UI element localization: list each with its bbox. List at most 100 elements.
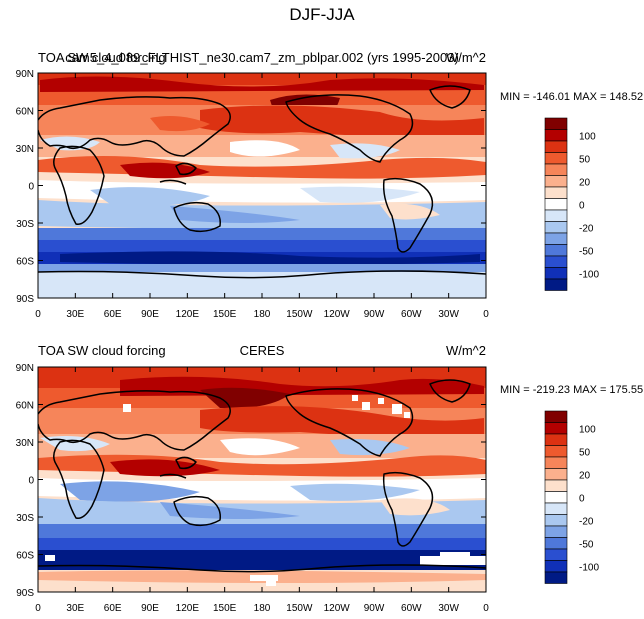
lon-tick-label: 90W bbox=[364, 309, 385, 320]
lat-tick-label: 90N bbox=[16, 363, 34, 374]
colorbar-label: 20 bbox=[579, 470, 591, 481]
lat-tick-label: 90S bbox=[16, 294, 34, 305]
colorbar-swatch bbox=[544, 152, 568, 165]
colorbar-label: -100 bbox=[579, 269, 599, 280]
colorbar-label: -100 bbox=[579, 562, 599, 573]
lon-tick-label: 150W bbox=[286, 603, 313, 614]
colorbar-swatch bbox=[544, 129, 568, 142]
lat-tick-label: 60S bbox=[16, 257, 34, 268]
colorbar-swatch bbox=[544, 502, 568, 515]
colorbar-swatch bbox=[544, 548, 568, 561]
colorbar-label: -20 bbox=[579, 223, 594, 234]
colorbar-swatch bbox=[544, 278, 568, 291]
panel-model-center-title: cam5_4_089_FLTHIST_ne30.cam7_zm_pblpar.0… bbox=[65, 50, 459, 65]
colorbar-swatch bbox=[544, 163, 568, 176]
panel-obs: TOA SW cloud forcing CERES W/m^2 bbox=[16, 343, 643, 614]
colorbar-label: 0 bbox=[579, 200, 585, 211]
lat-tick-label: 30N bbox=[16, 438, 34, 449]
lon-tick-label: 30E bbox=[66, 309, 84, 320]
colorbar-label: 50 bbox=[579, 447, 591, 458]
colorbar-swatch bbox=[544, 117, 568, 130]
lon-tick-label: 30E bbox=[66, 603, 84, 614]
lat-tick-label: 90S bbox=[16, 588, 34, 599]
lat-tick-label: 60N bbox=[16, 107, 34, 118]
colorbar-swatch bbox=[544, 514, 568, 527]
lon-tick-label: 30W bbox=[438, 603, 459, 614]
lon-tick-label: 0 bbox=[483, 603, 489, 614]
colorbar-label: -50 bbox=[579, 539, 594, 550]
panel-obs-colorbar: 100 50 20 0 -20 -50 -100 bbox=[544, 410, 599, 584]
panel-obs-units: W/m^2 bbox=[446, 343, 486, 358]
lon-tick-label: 120E bbox=[176, 309, 200, 320]
lon-tick-label: 0 bbox=[35, 309, 41, 320]
lon-tick-label: 60E bbox=[104, 603, 122, 614]
colorbar-swatch bbox=[544, 479, 568, 492]
colorbar-swatch bbox=[544, 186, 568, 199]
lon-tick-label: 120W bbox=[324, 309, 351, 320]
colorbar-label: 20 bbox=[579, 177, 591, 188]
panel-model: TOA SW cloud forcing cam5_4_089_FLTHIST_… bbox=[16, 50, 643, 320]
lon-tick-label: 120E bbox=[176, 603, 200, 614]
panel-obs-left-title: TOA SW cloud forcing bbox=[38, 343, 166, 358]
lon-tick-label: 60W bbox=[401, 309, 422, 320]
lat-tick-label: 0 bbox=[28, 182, 34, 193]
colorbar-swatch bbox=[544, 209, 568, 222]
panel-model-colorbar: 100 50 20 0 -20 -50 -100 bbox=[544, 117, 599, 291]
panel-model-lon-axis: 0 30E 60E 90E 120E 150E 180 150W 120W 90W 60W 30W 0 bbox=[35, 73, 489, 320]
colorbar-swatch bbox=[544, 175, 568, 188]
lon-tick-label: 90W bbox=[364, 603, 385, 614]
colorbar-label: 50 bbox=[579, 154, 591, 165]
colorbar-swatch bbox=[544, 456, 568, 469]
colorbar-swatch bbox=[544, 410, 568, 423]
lat-tick-label: 0 bbox=[28, 476, 34, 487]
colorbar-swatch bbox=[544, 140, 568, 153]
lon-tick-label: 150W bbox=[286, 309, 313, 320]
lon-tick-label: 60E bbox=[104, 309, 122, 320]
colorbar-swatch bbox=[544, 267, 568, 280]
panel-obs-lat-axis: 90N 60N 30N 0 30S 60S 90S bbox=[16, 363, 486, 599]
lon-tick-label: 30W bbox=[438, 309, 459, 320]
colorbar-swatch bbox=[544, 571, 568, 584]
colorbar-swatch bbox=[544, 560, 568, 573]
panel-model-units: W/m^2 bbox=[446, 50, 486, 65]
lat-tick-label: 90N bbox=[16, 69, 34, 80]
panel-obs-map bbox=[38, 367, 486, 592]
colorbar-swatch bbox=[544, 491, 568, 504]
lat-tick-label: 30S bbox=[16, 219, 34, 230]
panel-obs-lon-axis: 0 30E 60E 90E 120E 150E 180 150W 120W 90W 60W 30W 0 bbox=[35, 367, 489, 614]
colorbar-swatch bbox=[544, 433, 568, 446]
lat-tick-label: 30S bbox=[16, 513, 34, 524]
lon-tick-label: 90E bbox=[141, 603, 159, 614]
colorbar-swatch bbox=[544, 198, 568, 211]
colorbar-swatch bbox=[544, 468, 568, 481]
colorbar-swatch bbox=[544, 232, 568, 245]
lon-tick-label: 0 bbox=[483, 309, 489, 320]
colorbar-swatch bbox=[544, 244, 568, 257]
panel-obs-center-title: CERES bbox=[240, 343, 285, 358]
lon-tick-label: 180 bbox=[254, 603, 271, 614]
lon-tick-label: 150E bbox=[213, 309, 237, 320]
colorbar-swatch bbox=[544, 255, 568, 268]
colorbar-swatch bbox=[544, 537, 568, 550]
lon-tick-label: 120W bbox=[324, 603, 351, 614]
colorbar-label: 100 bbox=[579, 424, 596, 435]
colorbar-swatch bbox=[544, 422, 568, 435]
panel-obs-minmax: MIN = -219.23 MAX = 175.55 bbox=[500, 384, 643, 396]
lon-tick-label: 90E bbox=[141, 309, 159, 320]
colorbar-swatch bbox=[544, 221, 568, 234]
panel-model-lat-axis: 90N 60N 30N 0 30S 60S 90S bbox=[16, 69, 486, 305]
lat-tick-label: 60S bbox=[16, 551, 34, 562]
colorbar-swatch bbox=[544, 445, 568, 458]
colorbar-label: 100 bbox=[579, 131, 596, 142]
lon-tick-label: 150E bbox=[213, 603, 237, 614]
panel-model-left-title: TOA SW cloud forcing bbox=[38, 50, 166, 65]
lon-tick-label: 0 bbox=[35, 603, 41, 614]
panel-model-map bbox=[38, 73, 486, 298]
colorbar-label: -20 bbox=[579, 516, 594, 527]
colorbar-label: 0 bbox=[579, 493, 585, 504]
lat-tick-label: 30N bbox=[16, 144, 34, 155]
panel-model-minmax: MIN = -146.01 MAX = 148.52 bbox=[500, 91, 643, 103]
lon-tick-label: 180 bbox=[254, 309, 271, 320]
lat-tick-label: 60N bbox=[16, 401, 34, 412]
